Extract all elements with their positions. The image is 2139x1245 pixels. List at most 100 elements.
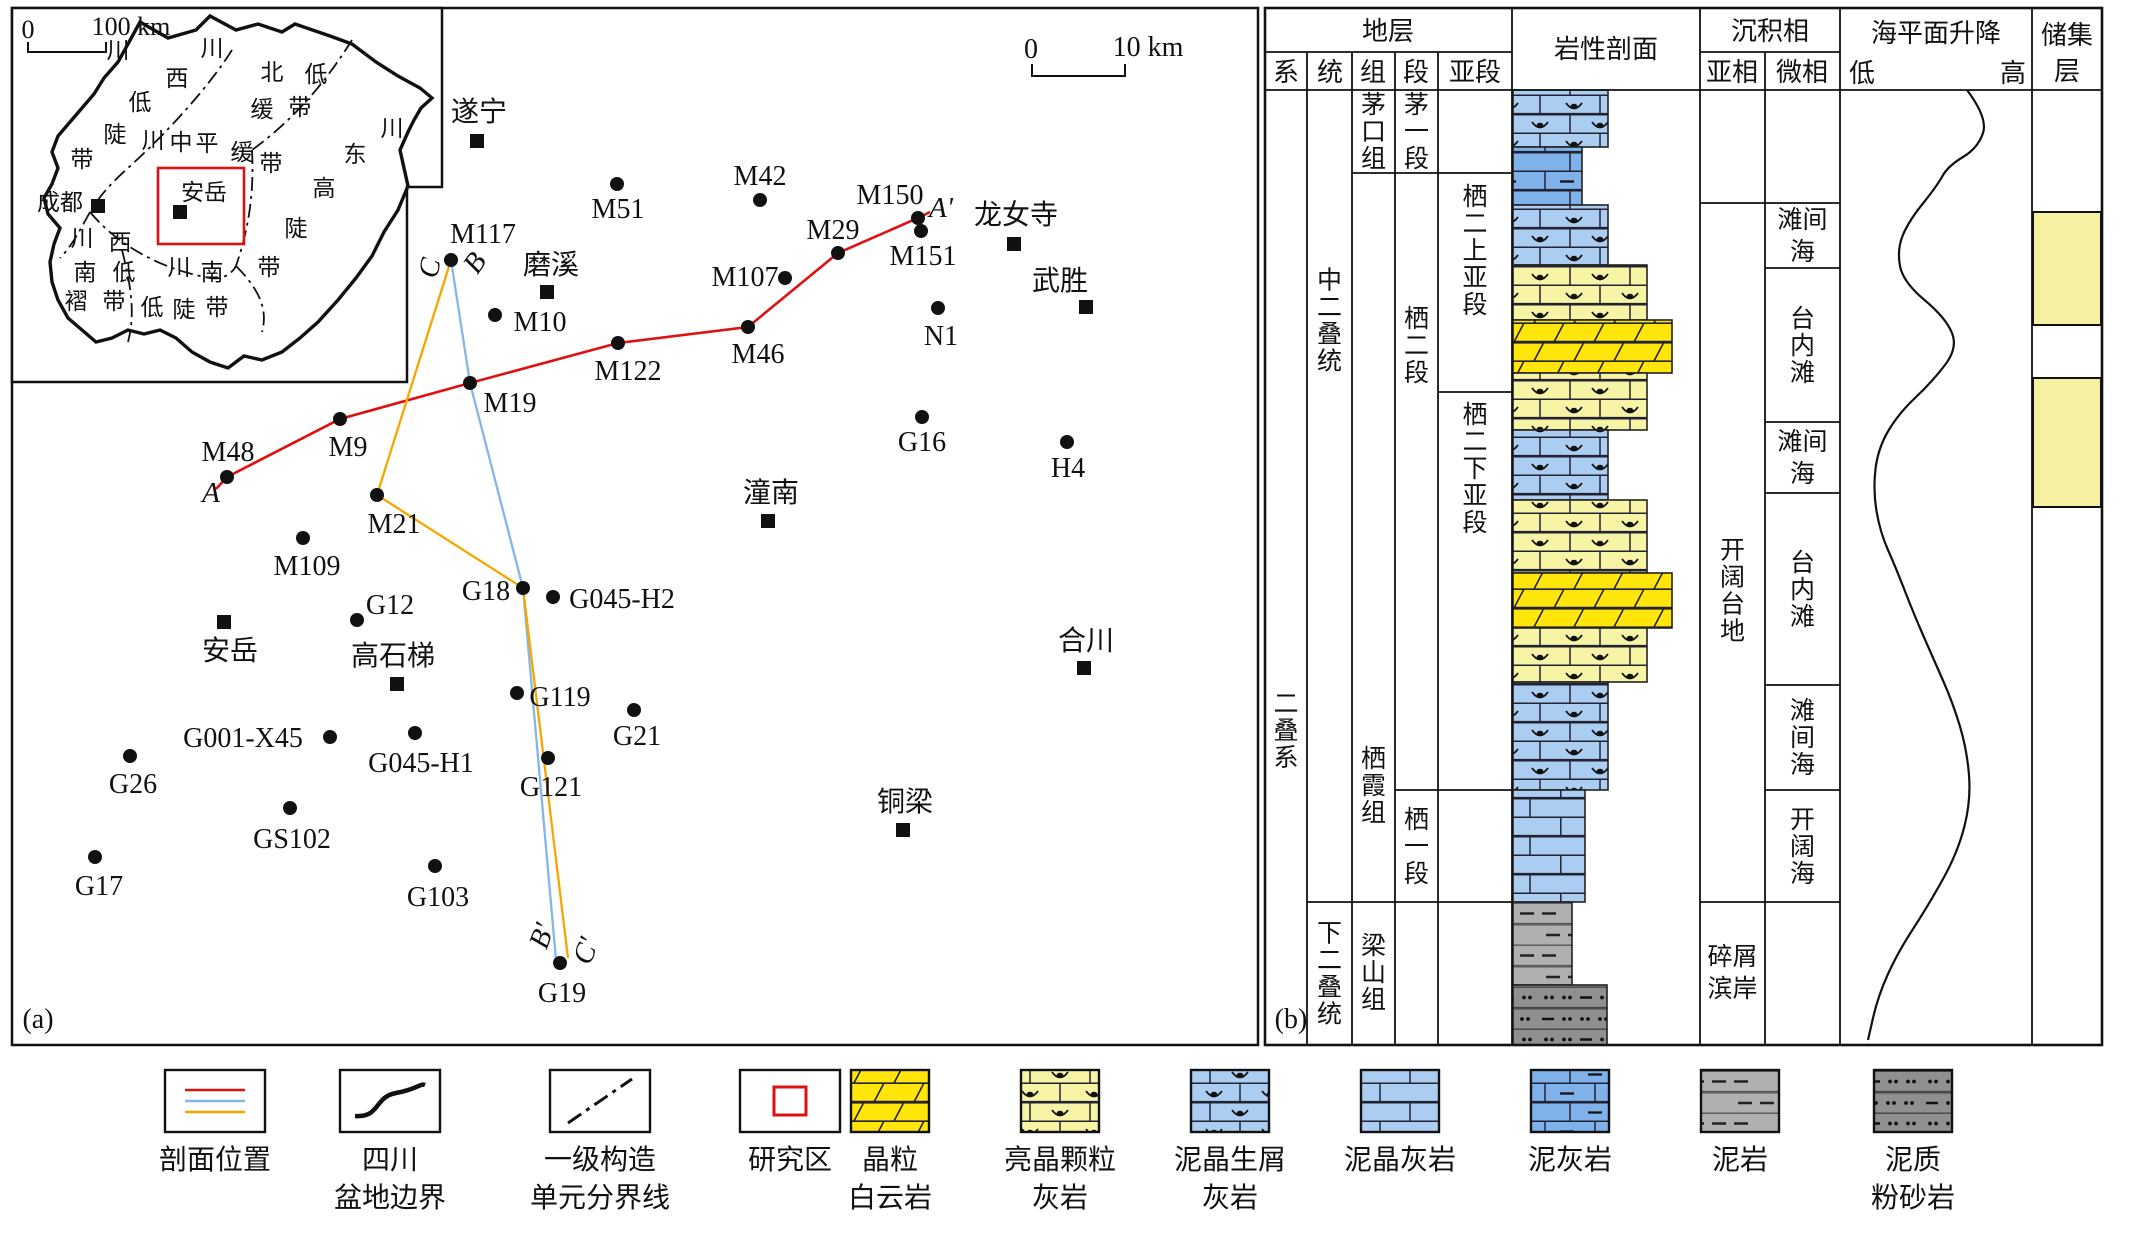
- inset-scale-ticks: [27, 42, 107, 53]
- study-area-symbol: [772, 1085, 808, 1117]
- zone-char: 陡: [285, 216, 308, 242]
- well-marker-M10: [488, 308, 502, 322]
- bioclastic-swatch: [1189, 1068, 1271, 1134]
- legend-label: 单元分界线: [530, 1181, 670, 1214]
- cell-栖二段: 栖: [1404, 304, 1429, 333]
- well-label-M29: M29: [807, 215, 860, 246]
- zone-char: 低: [113, 260, 136, 286]
- cell-栖二下亚段: 段: [1462, 508, 1487, 537]
- lith-band-grainstone: [1512, 499, 1648, 574]
- city-label-成都: 成都: [37, 190, 83, 216]
- cell-栖二下亚段: 二: [1462, 427, 1487, 456]
- town-marker-安岳: [217, 615, 231, 629]
- well-marker-M117: [444, 253, 458, 267]
- well-marker-M42: [753, 193, 767, 207]
- lith-band-bioclastic: [1512, 204, 1609, 266]
- header-stratum: 地层: [1362, 17, 1414, 47]
- legend-box: [738, 1068, 842, 1134]
- town-marker-铜梁: [896, 823, 910, 837]
- cell-茅口组: 组: [1361, 144, 1386, 173]
- legend-label: 亮晶颗粒: [1004, 1143, 1116, 1176]
- well-label-M122: M122: [595, 356, 662, 387]
- table-headers: 地层 系 统 组 段 亚段 岩性剖面 沉积相 亚相 微相 海平面升降 低 高 储…: [1273, 17, 2093, 89]
- well-marker-M21: [370, 488, 384, 502]
- cell-滩间海: 海: [1790, 750, 1815, 779]
- cell-栖霞组: 霞: [1361, 771, 1386, 800]
- town-label-龙女寺: 龙女寺: [974, 198, 1058, 231]
- well-label-M19: M19: [484, 388, 537, 419]
- cell-中二叠统: 中: [1317, 266, 1342, 295]
- town-label-武胜: 武胜: [1032, 264, 1088, 297]
- cell-栖二上亚段: 段: [1462, 290, 1487, 319]
- legend-label: 灰岩: [1032, 1181, 1088, 1214]
- legend-label: 粉砂岩: [1871, 1181, 1955, 1214]
- lithology-profile: [1512, 89, 1673, 1046]
- cell-二叠系: 二: [1273, 689, 1298, 718]
- inset-scale-zero: 0: [22, 15, 35, 44]
- micritic-swatch: [1359, 1068, 1441, 1134]
- zone-char: 川: [71, 226, 94, 252]
- cell-梁山组: 梁: [1361, 931, 1386, 960]
- town-label-遂宁: 遂宁: [451, 95, 507, 128]
- strat-cells: 二叠系中二叠统下二叠统茅口组栖霞组梁山组茅一段栖二段栖一段栖二上亚段栖二下亚段开…: [1273, 90, 1827, 1029]
- well-label-G19: G19: [538, 978, 586, 1009]
- cell-栖二下亚段: 亚: [1462, 481, 1487, 510]
- header-sea-low: 低: [1849, 59, 1875, 89]
- cell-台内滩: 台: [1790, 304, 1815, 333]
- cell-梁山组: 组: [1361, 985, 1386, 1014]
- legend-item-剖面位置: 剖面位置: [159, 1068, 271, 1176]
- cell-梁山组: 山: [1361, 958, 1386, 987]
- lith-band-dolomite: [1512, 572, 1673, 629]
- cell-开阔海: 阔: [1790, 832, 1815, 861]
- well-label-M9: M9: [329, 432, 368, 463]
- header-series: 系: [1273, 58, 1299, 88]
- zone-char: 高: [313, 176, 336, 202]
- section-endpoint-C': C': [567, 933, 606, 969]
- section-endpoint-A': A': [927, 192, 954, 224]
- panel-b-column: 二叠系中二叠统下二叠统茅口组栖霞组梁山组茅一段栖二段栖一段栖二上亚段栖二下亚段开…: [1263, 6, 2104, 1047]
- zone-label-川南低陡带: 川南低陡带: [141, 255, 229, 323]
- well-marker-G119: [510, 686, 524, 700]
- well-label-M150: M150: [857, 180, 924, 211]
- well-marker-G19: [553, 956, 567, 970]
- legend-label: 泥晶生屑: [1174, 1143, 1286, 1176]
- cell-开阔台地: 地: [1720, 617, 1745, 646]
- well-marker-M151: [914, 224, 928, 238]
- well-label-M107: M107: [712, 262, 779, 293]
- cell-中二叠统: 二: [1317, 293, 1342, 322]
- marl-swatch: [1529, 1068, 1611, 1134]
- cell-茅一段: 茅: [1404, 90, 1429, 119]
- well-label-G26: G26: [109, 769, 157, 800]
- zone-char: 带: [71, 147, 94, 173]
- sea-level-curve: [1866, 89, 1985, 1041]
- zone-char: 带: [258, 255, 281, 281]
- cell-栖二上亚段: 二: [1462, 209, 1487, 238]
- cell-茅一段: 一: [1404, 117, 1429, 146]
- cell-碎屑滨岸: 滨岸: [1707, 974, 1757, 1003]
- section-endpoint-B: B: [457, 246, 494, 279]
- cell-栖二上亚段: 上: [1462, 236, 1487, 265]
- zone-char: 西: [166, 66, 189, 92]
- map-scale-bar: 0 10 km: [1024, 32, 1184, 77]
- cell-开阔台地: 台: [1720, 590, 1745, 619]
- town-marker-龙女寺: [1007, 237, 1021, 251]
- cell-台内滩: 内: [1790, 331, 1815, 360]
- cell-下二叠统: 下: [1317, 919, 1342, 948]
- panel-b-label: (b): [1275, 1004, 1308, 1035]
- well-marker-M150: [911, 211, 925, 225]
- well-marker-M107: [778, 271, 792, 285]
- wells: M48 M9 M19 M117 M10 M51 M42 M122 M46 M107 M29 M150 M…: [75, 161, 1085, 1009]
- zone-char: 西: [109, 230, 132, 256]
- zone-char: 平: [196, 131, 219, 157]
- cell-茅口组: 茅: [1361, 90, 1386, 119]
- well-marker-G16: [915, 410, 929, 424]
- zone-char: 带: [289, 95, 312, 121]
- well-label-M42: M42: [734, 161, 787, 192]
- header-submember: 亚段: [1449, 58, 1501, 88]
- well-marker-G12: [350, 613, 364, 627]
- cell-中二叠统: 叠: [1317, 320, 1342, 349]
